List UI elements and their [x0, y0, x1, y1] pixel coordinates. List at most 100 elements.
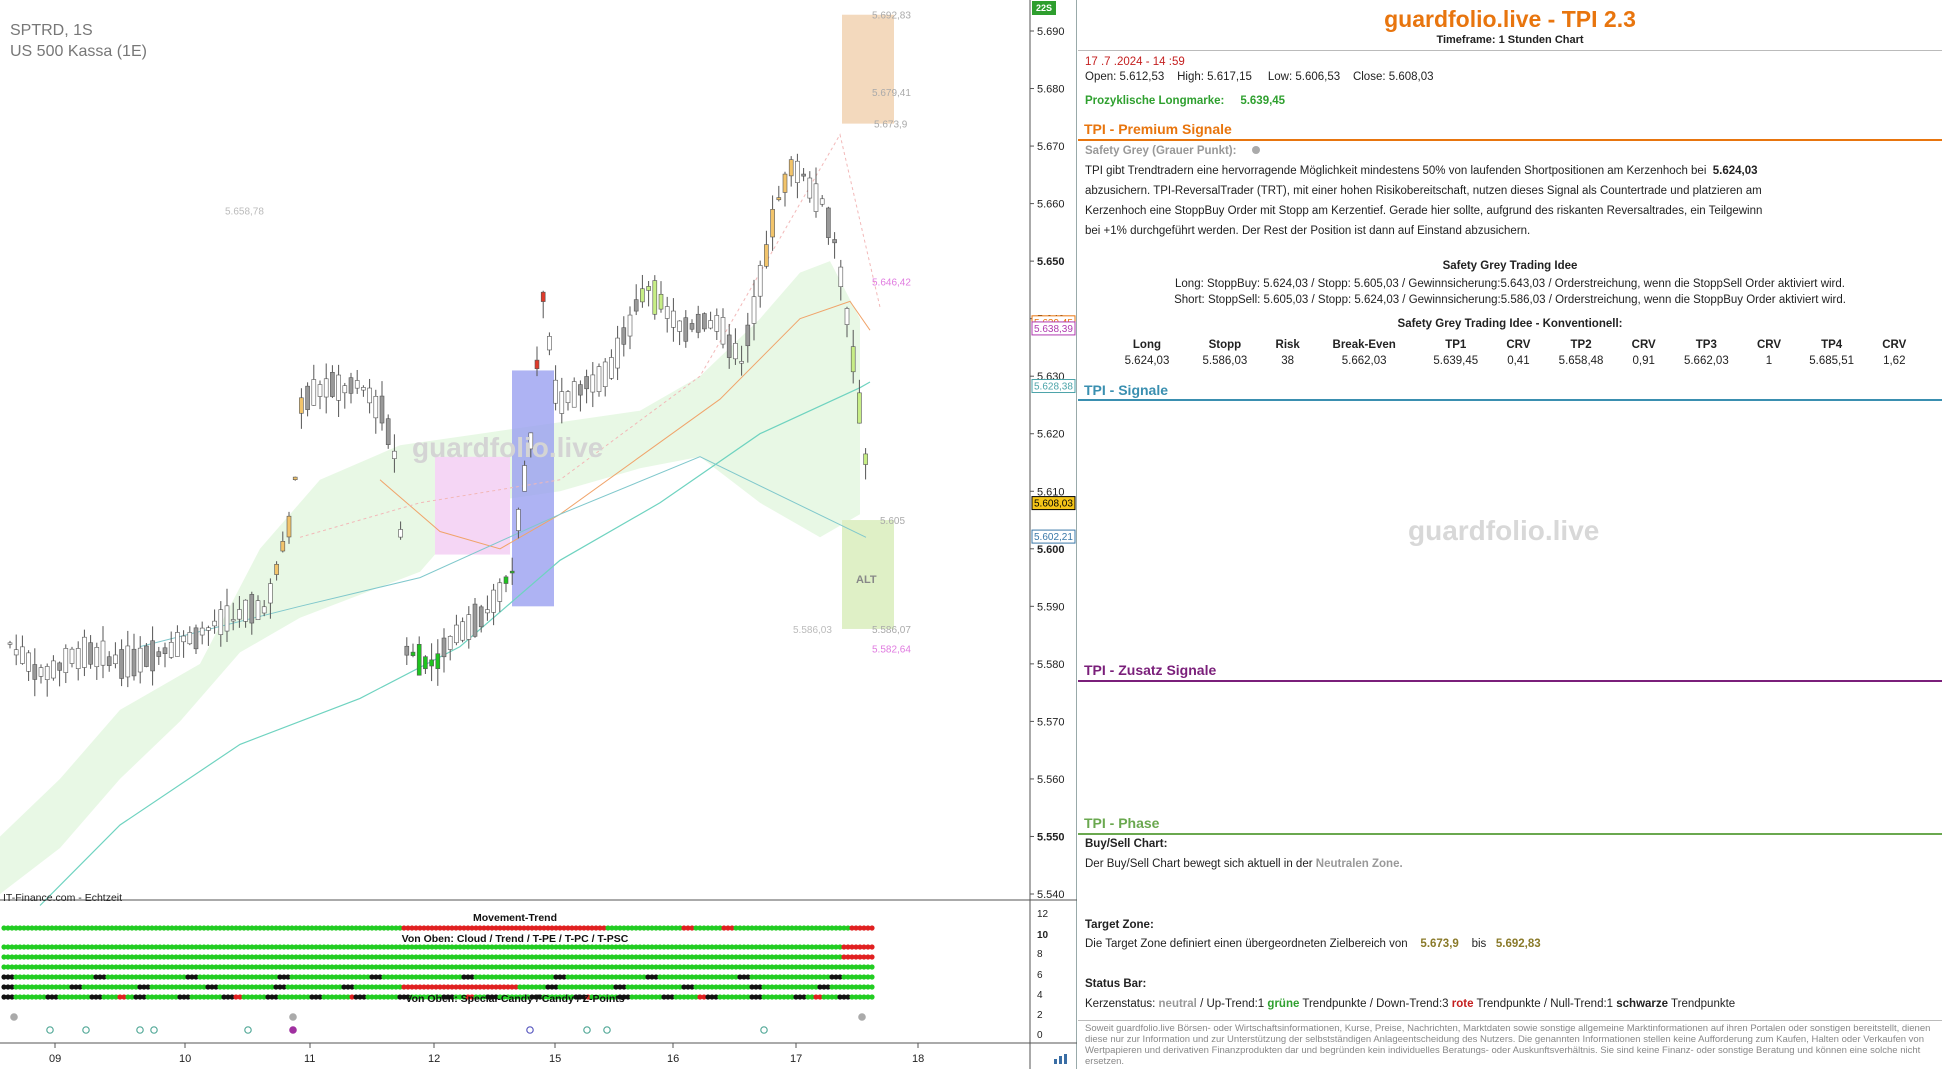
trend-dot-4-154: [617, 974, 623, 980]
trend-dot-3-92: [369, 964, 375, 970]
trend-dot-2-96: [385, 954, 391, 960]
candle-body-43: [274, 563, 279, 575]
trend-dot-3-213: [853, 964, 859, 970]
trend-dot-1-87: [349, 944, 355, 950]
trend-dot-2-169: [677, 954, 683, 960]
trend-dot-3-19: [77, 964, 83, 970]
trend-dot-0-46: [185, 925, 191, 931]
trend-dot-0-214: [857, 925, 863, 931]
candle-body-113: [708, 320, 713, 329]
trend-dot-1-173: [693, 944, 699, 950]
premium-text-line-2: abzusichern. TPI-ReversalTrader (TRT), m…: [1085, 185, 1762, 197]
chart-pane[interactable]: 5.692,83 5.679,41 5.673,9 5.658,78 5.646,42 5…: [0, 0, 1077, 1069]
trend-dot-2-184: [737, 954, 743, 960]
trend-dot-0-132: [529, 925, 535, 931]
trend-dot-2-172: [689, 954, 695, 960]
trend-dot-3-8: [33, 964, 39, 970]
trend-dot-4-121: [485, 974, 491, 980]
footer-divider: [1078, 1020, 1942, 1021]
trend-dot-0-190: [761, 925, 767, 931]
trend-dot-2-176: [705, 954, 711, 960]
trend-dot-3-128: [513, 964, 519, 970]
trend-dot-2-65: [261, 954, 267, 960]
trend-dot-0-161: [645, 925, 651, 931]
trend-dot-2-181: [725, 954, 731, 960]
trend-dot-0-103: [413, 925, 419, 931]
konv-title: Safety Grey Trading Idee - Konventionell…: [1397, 318, 1623, 330]
trend-dot-1-101: [405, 944, 411, 950]
trend-dot-5-89: [357, 984, 363, 990]
trend-dot-1-90: [361, 944, 367, 950]
candle-body-128: [801, 173, 806, 177]
trend-dot-2-95: [381, 954, 387, 960]
trend-dot-2-94: [377, 954, 383, 960]
trend-dot-6-47: [189, 994, 195, 1000]
trend-dot-5-55: [221, 984, 227, 990]
trend-dot-0-10: [41, 925, 47, 931]
trend-dot-5-195: [781, 984, 787, 990]
trend-dot-0-217: [869, 925, 875, 931]
trend-dot-6-85: [341, 994, 347, 1000]
trend-dot-2-104: [417, 954, 423, 960]
trend-dot-0-114: [457, 925, 463, 931]
trend-dot-1-33: [133, 944, 139, 950]
trend-dot-2-76: [305, 954, 311, 960]
candle-body-106: [664, 306, 670, 319]
trend-dot-5-43: [173, 984, 179, 990]
price-chart[interactable]: 5.692,835.679,415.673,95.658,785.646,425…: [0, 0, 1077, 1069]
trend-dot-4-205: [821, 974, 827, 980]
trend-dot-6-30: [121, 994, 127, 1000]
trend-dot-1-196: [785, 944, 791, 950]
trend-dot-5-136: [545, 984, 551, 990]
trend-dot-3-6: [25, 964, 31, 970]
ohlc-row: Open: 5.612,53 High: 5.617,15 Low: 5.606…: [1085, 71, 1434, 83]
candle-body-81: [509, 570, 515, 574]
x-tick-label-16: 16: [667, 1053, 679, 1065]
konv-header-1: Stopp: [1208, 339, 1242, 351]
trend-dot-6-156: [625, 994, 631, 1000]
trend-dot-2-0: [1, 954, 7, 960]
trend-dot-1-6: [25, 944, 31, 950]
trend-dot-3-53: [213, 964, 219, 970]
konv-header-4: TP1: [1445, 339, 1467, 351]
trend-dot-6-159: [637, 994, 643, 1000]
candle-body-117: [733, 343, 738, 360]
y-tick-label-5.580: 5.580: [1037, 659, 1065, 671]
trend-dot-3-99: [397, 964, 403, 970]
trend-dot-0-48: [193, 925, 199, 931]
trend-dot-5-94: [377, 984, 383, 990]
y-tick-label-5.680: 5.680: [1037, 84, 1065, 96]
trend-dot-2-77: [309, 954, 315, 960]
trend-dot-3-204: [817, 964, 823, 970]
candle-body-103: [646, 286, 651, 291]
trend-dot-6-182: [729, 994, 735, 1000]
trend-dot-4-75: [301, 974, 307, 980]
konv-header-2: Risk: [1275, 339, 1300, 351]
trend-dot-1-167: [669, 944, 675, 950]
trend-dot-5-111: [445, 984, 451, 990]
trend-dot-0-0: [1, 925, 7, 931]
trend-dot-6-162: [649, 994, 655, 1000]
trend-dot-2-20: [81, 954, 87, 960]
trend-dot-4-203: [813, 974, 819, 980]
trend-dot-4-170: [681, 974, 687, 980]
trend-dot-2-73: [293, 954, 299, 960]
trend-dot-2-21: [85, 954, 91, 960]
trend-dot-5-173: [693, 984, 699, 990]
trend-dot-3-18: [73, 964, 79, 970]
trend-dot-5-131: [525, 984, 531, 990]
trend-dot-3-12: [49, 964, 55, 970]
trend-dot-2-170: [681, 954, 687, 960]
trend-dot-4-166: [665, 974, 671, 980]
trend-dot-5-174: [697, 984, 703, 990]
trend-dot-0-27: [109, 925, 115, 931]
trend-dot-2-174: [697, 954, 703, 960]
trend-dot-6-153: [613, 994, 619, 1000]
trend-dot-6-10: [41, 994, 47, 1000]
trend-dot-0-152: [609, 925, 615, 931]
trend-dot-4-134: [537, 974, 543, 980]
chart-settings-icon[interactable]: [1053, 1052, 1071, 1064]
trend-dot-1-143: [573, 944, 579, 950]
trend-dot-1-212: [849, 944, 855, 950]
open-value: 5.612,53: [1119, 71, 1165, 83]
